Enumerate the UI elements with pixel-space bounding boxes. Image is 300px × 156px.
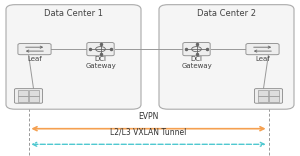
- Text: EVPN: EVPN: [138, 112, 159, 121]
- Text: Leaf: Leaf: [27, 56, 42, 62]
- FancyBboxPatch shape: [6, 5, 141, 109]
- Text: Data Center 2: Data Center 2: [197, 9, 256, 18]
- FancyBboxPatch shape: [159, 5, 294, 109]
- FancyBboxPatch shape: [258, 90, 268, 96]
- Text: Leaf: Leaf: [255, 56, 270, 62]
- FancyBboxPatch shape: [269, 90, 279, 96]
- Text: DCI
Gateway: DCI Gateway: [85, 56, 116, 69]
- FancyBboxPatch shape: [18, 96, 28, 102]
- FancyBboxPatch shape: [258, 96, 268, 102]
- Text: DCI
Gateway: DCI Gateway: [181, 56, 212, 69]
- FancyBboxPatch shape: [29, 90, 39, 96]
- FancyBboxPatch shape: [246, 44, 279, 55]
- FancyBboxPatch shape: [18, 44, 51, 55]
- FancyBboxPatch shape: [87, 43, 114, 56]
- Text: L2/L3 VXLAN Tunnel: L2/L3 VXLAN Tunnel: [110, 127, 187, 136]
- FancyBboxPatch shape: [183, 43, 210, 56]
- Text: Data Center 1: Data Center 1: [44, 9, 103, 18]
- FancyBboxPatch shape: [29, 96, 39, 102]
- FancyBboxPatch shape: [14, 89, 43, 103]
- FancyBboxPatch shape: [18, 90, 28, 96]
- FancyBboxPatch shape: [269, 96, 279, 102]
- FancyBboxPatch shape: [254, 89, 283, 103]
